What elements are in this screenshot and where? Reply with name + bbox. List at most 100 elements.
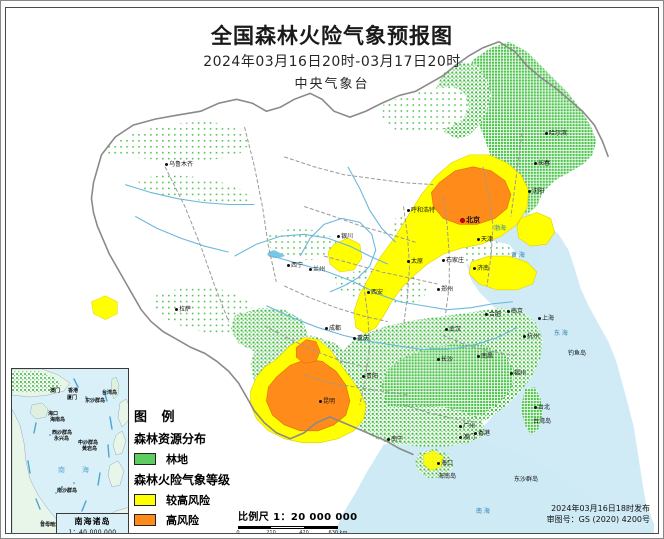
city-marker-icon [477, 238, 480, 241]
inset-place-label: 台湾岛 [102, 390, 118, 396]
inset-place-label: 香港 [68, 388, 79, 394]
island-label: 东沙群岛 [514, 476, 539, 483]
scale-tick-0: 0 [236, 530, 240, 534]
city-name: 南京 [511, 308, 524, 315]
city-marker-icon [534, 406, 537, 409]
city-label: 海口 [436, 460, 453, 467]
city-marker-icon [437, 288, 440, 291]
city-label: 拉萨 [174, 306, 191, 313]
city-name: 上海 [542, 315, 555, 322]
inset-graphic [12, 369, 128, 533]
island-label: 台湾岛 [533, 418, 552, 425]
map-frame: 全国森林火险气象预报图 2024年03月16日20时-03月17日20时 中央气… [5, 7, 659, 534]
city-marker-icon [445, 328, 448, 331]
scale-tick-630: 630 km [328, 530, 348, 534]
city-name: 南昌 [481, 353, 494, 360]
city-marker-icon [387, 438, 390, 441]
city-label: 台北 [533, 404, 550, 411]
city-name: 成都 [329, 325, 342, 332]
city-name: 天津 [481, 236, 494, 243]
legend-group-title-forest: 森林资源分布 [134, 432, 207, 446]
inset-caption: 南海诸岛 1：40 000 000 [56, 513, 128, 534]
city-name: 兰州 [313, 266, 326, 273]
legend-item-risk-moderate-high: 较高风险 [134, 492, 230, 508]
city-marker-icon [362, 375, 365, 378]
city-name: 福州 [514, 370, 527, 377]
city-marker-icon [459, 425, 462, 428]
city-name: 合肥 [489, 311, 502, 318]
city-label: 长沙 [436, 356, 453, 363]
city-marker-icon [473, 267, 476, 270]
city-name: 南宁 [391, 436, 404, 443]
city-label: 太原 [406, 258, 423, 265]
legend-swatch-forest-land [134, 453, 156, 465]
city-marker-icon [367, 291, 370, 294]
issue-time: 2024年03月16日18时发布 [551, 504, 650, 513]
inset-place-label: 澳门 [50, 388, 61, 394]
map-approval-number: 审图号：GS (2020) 4200号 [546, 515, 650, 524]
credits-block: 2024年03月16日18时发布 审图号：GS (2020) 4200号 [547, 503, 650, 525]
scale-tick-420: 420 [299, 530, 309, 534]
inset-place-label: 永兴岛 [54, 436, 70, 442]
city-marker-icon [459, 436, 462, 439]
city-name: 昆明 [323, 398, 336, 405]
city-name: 武汉 [449, 326, 462, 333]
city-name: 哈尔滨 [549, 130, 568, 137]
city-label: 西宁 [286, 262, 303, 269]
province-border [164, 126, 524, 424]
legend-swatch-risk-high [134, 514, 156, 526]
island-label: 海南岛 [438, 473, 457, 480]
city-name: 长沙 [441, 356, 454, 363]
city-marker-icon [319, 400, 322, 403]
inset-place-label: 黄岩岛 [82, 446, 98, 452]
city-marker-icon [309, 268, 312, 271]
legend: 图 例 森林资源分布 林地 森林火险气象等级 较高风险 高风险 [134, 406, 230, 533]
legend-item-risk-extreme: 极高风险 [134, 532, 230, 533]
city-label: 重庆 [352, 335, 369, 342]
scale-bar: 比例尺 1：20 000 000 0 210 420 630 km [236, 508, 357, 534]
city-label: 昆明 [318, 398, 335, 405]
inset-place-label: 海南岛 [50, 417, 66, 423]
city-marker-icon [175, 308, 178, 311]
city-label: 石家庄 [441, 257, 464, 264]
city-marker-icon [437, 462, 440, 465]
city-name: 太原 [411, 258, 424, 265]
city-label: 南京 [506, 308, 523, 315]
city-label: 南昌 [476, 353, 493, 360]
city-label: 武汉 [444, 326, 461, 333]
city-name: 贵阳 [366, 373, 379, 380]
city-marker-icon [477, 355, 480, 358]
city-marker-icon [510, 372, 513, 375]
sea-label: 东 海 [554, 330, 568, 337]
legend-title: 图 例 [134, 410, 180, 425]
city-marker-icon [528, 190, 531, 193]
city-name: 北京 [466, 216, 480, 224]
city-marker-icon [437, 358, 440, 361]
city-name: 广州 [463, 423, 476, 430]
city-name: 银川 [341, 233, 354, 240]
china-map-graphic [6, 8, 658, 533]
city-marker-icon [407, 209, 410, 212]
city-label: 合肥 [484, 311, 501, 318]
inset-scale: 1：40 000 000 [68, 529, 117, 534]
city-name: 澳门 [463, 434, 476, 441]
city-name: 乌鲁木齐 [169, 161, 194, 168]
city-label: 乌鲁木齐 [164, 161, 193, 168]
city-name: 济南 [477, 265, 490, 272]
city-name: 海口 [441, 460, 454, 467]
river [125, 166, 518, 350]
city-marker-icon [485, 313, 488, 316]
inset-sea-label: 南 [58, 466, 68, 474]
city-marker-icon [474, 432, 477, 435]
city-marker-icon [353, 337, 356, 340]
legend-label-risk-high: 高风险 [166, 514, 199, 527]
inset-title: 南海诸岛 [74, 517, 111, 526]
scale-tick-210: 210 [266, 530, 276, 534]
inset-place-label: 东沙群岛 [85, 398, 106, 404]
city-label: 济南 [472, 265, 489, 272]
city-label: 广州 [458, 423, 475, 430]
city-label: 南宁 [386, 436, 403, 443]
legend-label-risk-moderate-high: 较高风险 [166, 494, 210, 507]
city-label: 哈尔滨 [544, 130, 567, 137]
inset-place-label: 中沙群岛 [78, 440, 99, 446]
